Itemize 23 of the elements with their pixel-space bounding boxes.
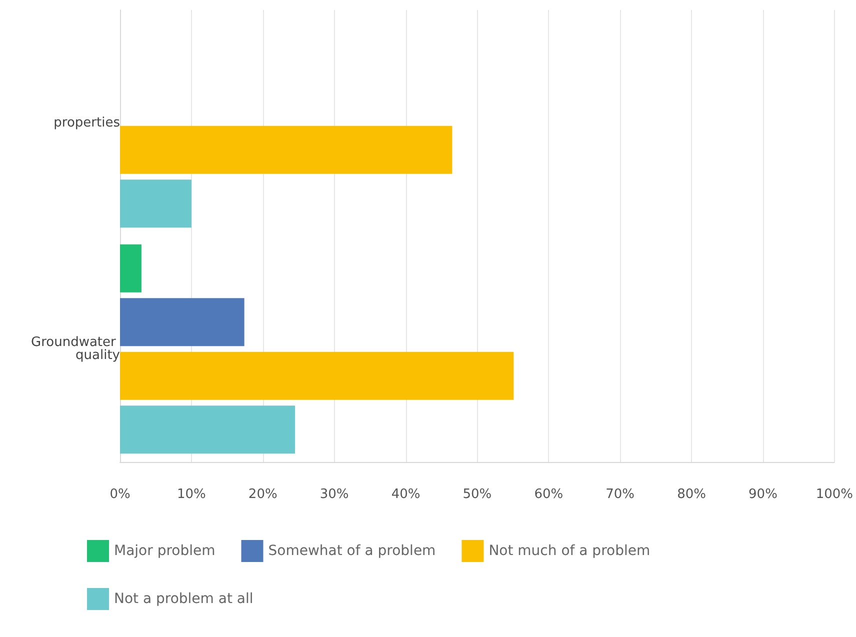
x-tick-label: 80%	[677, 487, 706, 502]
bar	[120, 352, 514, 400]
x-tick-label: 60%	[534, 487, 564, 502]
bar	[120, 126, 452, 174]
y-tick-label: Groundwater quality	[31, 335, 120, 363]
bar	[120, 244, 142, 292]
x-tick-label: 100%	[816, 487, 854, 502]
legend-label: Not a problem at all	[114, 591, 254, 607]
x-tick-label: 30%	[320, 487, 349, 502]
x-tick-label: 20%	[248, 487, 278, 502]
x-tick-label: 90%	[748, 487, 778, 502]
x-tick-label: 40%	[391, 487, 420, 502]
x-tick-label: 10%	[176, 487, 206, 502]
x-tick-label: 70%	[606, 487, 635, 502]
legend-label: Major problem	[114, 543, 216, 559]
x-tick-label: 50%	[462, 487, 492, 502]
x-tick-label: 0%	[110, 487, 130, 502]
legend-label: Not much of a problem	[488, 543, 650, 559]
legend-label: Somewhat of a problem	[268, 543, 436, 559]
bar	[120, 298, 244, 346]
bar	[120, 406, 296, 454]
bar	[120, 180, 192, 228]
y-tick-label: properties	[54, 116, 120, 130]
